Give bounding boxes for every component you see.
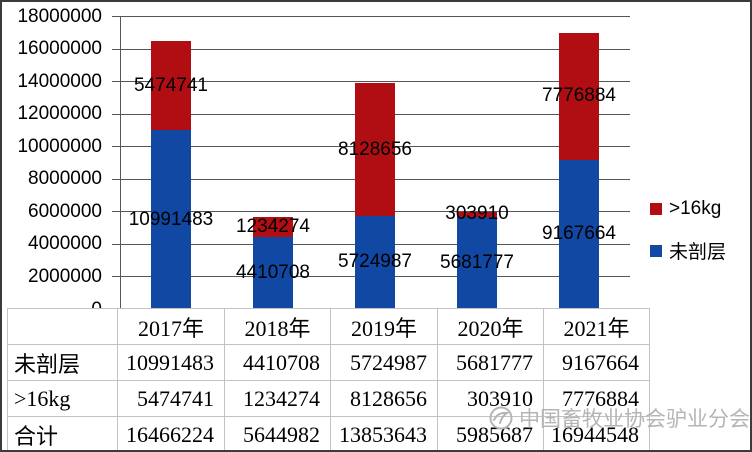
bar-label-2018年-未剖层: 4410708	[236, 262, 310, 284]
table-row-label: 合计	[7, 416, 118, 450]
gridline	[120, 48, 630, 50]
table-header-row: 2017年 2018年 2019年 2020年 2021年	[7, 308, 650, 345]
table-cell: 16944548	[543, 416, 650, 450]
table-cell: 13853643	[330, 416, 438, 450]
table-header-cell	[7, 308, 118, 345]
association-logo-icon	[489, 406, 513, 430]
table-header-cell: 2018年	[224, 308, 331, 345]
table-header-cell: 2020年	[437, 308, 544, 345]
bar-2021年->16kg	[559, 33, 599, 160]
legend-swatch-blue-icon	[650, 244, 662, 257]
table-row: >16kg 5474741 1234274 8128656 303910 7776884	[7, 380, 650, 417]
chart-data-table: 2017年 2018年 2019年 2020年 2021年 未剖层 10991483 441…	[7, 308, 650, 450]
table-row-label: 未剖层	[7, 344, 118, 381]
table-cell: 16466224	[117, 416, 225, 450]
bar-2017年->16kg	[151, 40, 191, 131]
table-header-cell: 2017年	[117, 308, 225, 345]
table-cell: 5724987	[330, 344, 438, 381]
table-cell: 5644982	[224, 416, 331, 450]
bar-2018年->16kg	[253, 217, 293, 238]
table-row: 合计 16466224 5644982 13853643 5985687 16944548	[7, 416, 650, 450]
bar-label-2017年->16kg: 5474741	[134, 74, 208, 96]
y-axis-tick	[112, 211, 120, 213]
table-cell: 4410708	[224, 344, 331, 381]
table-header-cell: 2021年	[543, 308, 650, 345]
watermark: 中国畜牧业协会驴业分会	[488, 403, 750, 433]
bar-2018年-未剖层	[253, 237, 293, 309]
bar-label-2020年-未剖层: 5681777	[440, 251, 514, 273]
gridline	[120, 16, 630, 17]
bar-label-2021年-未剖层: 9167664	[542, 223, 616, 245]
table-cell: 5474741	[117, 380, 225, 417]
table-header-cell: 2019年	[330, 308, 438, 345]
bar-2017年-未剖层	[151, 130, 191, 309]
bar-2020年->16kg	[457, 211, 497, 217]
table-cell: 5681777	[437, 344, 544, 381]
table-cell: 5985687	[437, 416, 544, 450]
bar-label-2019年-未剖层: 5724987	[338, 251, 412, 273]
bar-label-2021年->16kg: 7776884	[542, 85, 616, 107]
legend-item-gt16kg: >16kg	[650, 198, 726, 220]
y-tick-label: 16000000	[17, 38, 102, 60]
bar-2020年-未剖层	[457, 216, 497, 309]
y-axis-tick	[112, 16, 120, 17]
table-cell: 303910	[437, 380, 544, 417]
legend-swatch-red-icon	[650, 203, 662, 215]
y-tick-label: 10000000	[17, 135, 102, 157]
y-axis-tick	[112, 146, 120, 148]
y-tick-label: 8000000	[28, 168, 102, 190]
bar-label-2017年-未剖层: 10991483	[128, 208, 214, 230]
gridline	[120, 81, 630, 83]
bar-2021年-未剖层	[559, 159, 599, 309]
y-tick-label: 12000000	[17, 103, 102, 125]
bar-label-2018年->16kg: 1234274	[236, 216, 310, 238]
legend-label-gt16kg: >16kg	[669, 198, 722, 219]
chart-legend: >16kg 未剖层	[650, 198, 726, 264]
watermark-text: 中国畜牧业协会驴业分会	[519, 408, 750, 431]
table-row: 未剖层 10991483 4410708 5724987 5681777 9167664	[7, 344, 650, 381]
table-cell: 1234274	[224, 380, 331, 417]
y-tick-label: 14000000	[17, 70, 102, 92]
legend-label-weipouceng: 未剖层	[669, 242, 727, 263]
y-axis-tick	[112, 48, 120, 50]
bar-label-2020年->16kg: 303910	[445, 203, 509, 225]
bar-2019年->16kg	[355, 83, 395, 216]
y-tick-label: 2000000	[28, 265, 102, 287]
y-tick-label: 18000000	[17, 5, 102, 27]
bar-2019年-未剖层	[355, 215, 395, 309]
table-cell: 10991483	[117, 344, 225, 381]
bar-label-2019年->16kg: 8128656	[338, 138, 412, 160]
y-axis-tick	[112, 276, 120, 278]
legend-item-weipouceng: 未剖层	[650, 237, 726, 264]
table-row-label: >16kg	[7, 380, 118, 417]
y-tick-label: 6000000	[28, 200, 102, 222]
y-axis-tick	[112, 113, 120, 115]
y-axis	[120, 16, 121, 309]
y-axis-tick	[112, 243, 120, 245]
y-tick-label: 4000000	[28, 233, 102, 255]
y-axis-tick	[112, 178, 120, 180]
y-axis-tick	[112, 81, 120, 83]
table-cell: 9167664	[543, 344, 650, 381]
table-cell: 8128656	[330, 380, 438, 417]
